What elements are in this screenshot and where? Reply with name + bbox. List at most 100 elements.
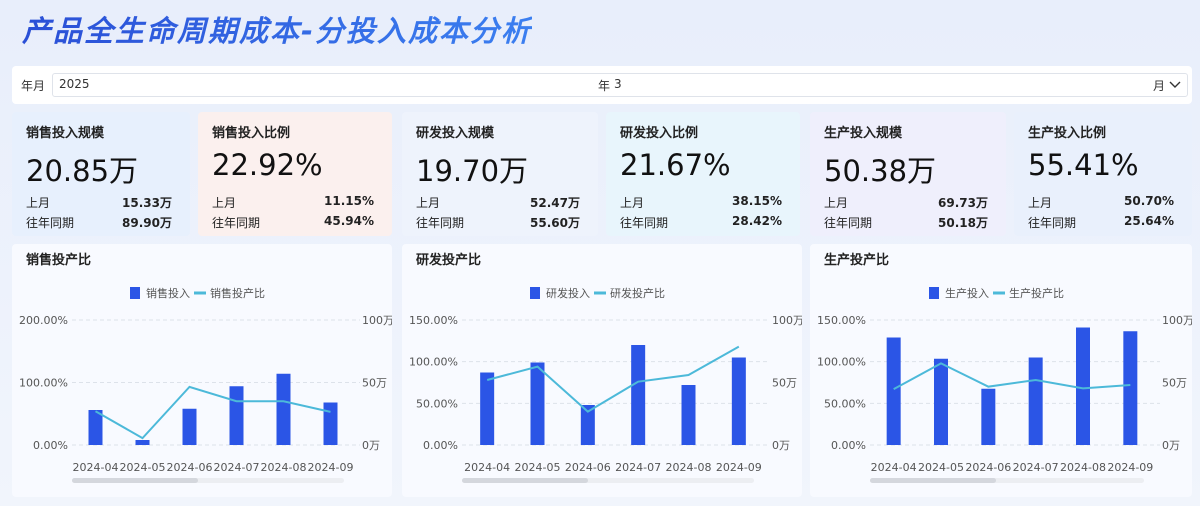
x-tick-label: 2024-04	[73, 461, 119, 474]
kpi-row: 上月 69.73万	[824, 194, 988, 211]
date-picker[interactable]: 2025 年 3 月	[52, 73, 1188, 97]
y-tick-label: 0.00%	[831, 439, 866, 452]
kpi-row-value: 28.42%	[732, 214, 782, 228]
kpi-row-label: 往年同期	[416, 216, 465, 230]
x-tick-label: 2024-05	[120, 461, 166, 474]
y-tick-label: 50.00%	[824, 397, 866, 410]
kpi-row-value: 15.33万	[122, 196, 172, 210]
y-tick-label: 100.00%	[19, 377, 68, 390]
x-tick-label: 2024-09	[1107, 461, 1153, 474]
bar	[1028, 357, 1043, 445]
line	[893, 362, 1131, 391]
y2-tick-label: 0万	[1162, 439, 1180, 452]
x-tick-label: 2024-09	[716, 461, 762, 474]
y-tick-label: 100.00%	[409, 356, 458, 369]
x-tick-label: 2024-08	[1060, 461, 1106, 474]
kpi-value: 19.70万	[416, 154, 529, 188]
y2-tick-label: 0万	[362, 439, 380, 452]
scrollbar-thumb	[72, 478, 198, 483]
kpi-row-value: 50.70%	[1124, 194, 1174, 208]
kpi-value: 22.92%	[212, 148, 323, 182]
legend-label: 生产投产比	[1009, 286, 1064, 300]
legend-label: 研发投产比	[610, 286, 665, 300]
y-tick-label: 50.00%	[416, 397, 458, 410]
kpi-row-label: 往年同期	[1028, 216, 1077, 230]
kpi-row-label: 上月	[212, 196, 237, 210]
kpi-row-label: 往年同期	[824, 216, 873, 230]
bar	[1076, 327, 1090, 445]
x-tick-label: 2024-07	[214, 461, 260, 474]
legend-swatch	[130, 287, 140, 299]
dropdown-chevron	[1169, 81, 1181, 88]
page-title: 产品全生命周期成本-分投入成本分析	[22, 8, 532, 50]
y2-tick-label: 100万	[1162, 314, 1192, 327]
bar	[182, 408, 197, 445]
legend-label: 销售投入	[146, 286, 190, 300]
kpi-row-value: 11.15%	[324, 194, 374, 208]
y-tick-label: 200.00%	[19, 314, 68, 327]
scrollbar-thumb	[870, 478, 996, 483]
bar	[530, 362, 545, 445]
bar	[631, 345, 646, 445]
x-tick-label: 2024-06	[167, 461, 213, 474]
legend-swatch	[530, 287, 540, 299]
kpi-row: 往年同期 50.18万	[824, 214, 988, 231]
kpi-row-value: 55.60万	[530, 216, 580, 230]
kpi-row: 上月 52.47万	[416, 194, 580, 211]
legend-label: 生产投入	[945, 286, 989, 300]
bar	[480, 372, 495, 445]
kpi-value: 55.41%	[1028, 148, 1139, 182]
chart-panel: 生产投产比 0.00% 50.00% 100.00% 150.00% 0万 50万 100万 2…	[810, 244, 1192, 497]
legend-label: 销售投产比	[210, 286, 265, 300]
kpi-title: 研发投入规模	[416, 126, 495, 141]
kpi-row-value: 89.90万	[122, 216, 172, 230]
kpi-card: 销售投入比例 22.92% 上月 11.15% 往年同期 45.94%	[198, 112, 392, 236]
legend-label: 研发投入	[546, 286, 590, 300]
kpi-title: 生产投入规模	[824, 126, 903, 141]
chart: 研发投产比 0.00% 50.00% 100.00% 150.00% 0万 50万 100万 2…	[409, 252, 802, 483]
line	[486, 345, 740, 413]
kpi-row: 上月 15.33万	[26, 194, 172, 211]
scrollbar-thumb	[462, 478, 588, 483]
y2-tick-label: 100万	[772, 314, 802, 327]
y-tick-label: 150.00%	[817, 314, 866, 327]
bar	[229, 386, 244, 445]
kpi-title: 销售投入比例	[212, 126, 291, 141]
year-unit: 年	[598, 79, 611, 93]
bar	[276, 373, 291, 445]
y2-tick-label: 50万	[362, 377, 387, 390]
kpi-card: 生产投入规模 50.38万 上月 69.73万 往年同期 50.18万	[810, 112, 1006, 236]
kpi-row: 往年同期 45.94%	[212, 214, 374, 231]
kpi-card: 研发投入规模 19.70万上月 52.47万往年同期 55.60万	[402, 112, 598, 236]
kpi-value: 21.67%	[620, 148, 731, 182]
x-tick-label: 2024-08	[666, 461, 712, 474]
x-tick-label: 2024-07	[615, 461, 661, 474]
x-tick-label: 2024-05	[515, 461, 561, 474]
kpi-row-value: 25.64%	[1124, 214, 1174, 228]
y-tick-label: 100.00%	[817, 356, 866, 369]
bar	[681, 385, 696, 445]
y-tick-label: 0.00%	[423, 439, 458, 452]
y2-tick-label: 50万	[772, 377, 797, 390]
y2-tick-label: 0万	[772, 439, 790, 452]
bar	[135, 440, 150, 445]
kpi-card: 研发投入比例 21.67% 上月 38.15% 往年同期 28.42%	[606, 112, 800, 236]
kpi-row-value: 50.18万	[938, 216, 988, 230]
x-tick-label: 2024-08	[261, 461, 307, 474]
x-tick-label: 2024-06	[965, 461, 1011, 474]
kpi-row-value: 45.94%	[324, 214, 374, 228]
kpi-card: 生产投入比例 55.41% 上月 50.70% 往年同期 25.64%	[1014, 112, 1192, 236]
kpi-row: 上月 11.15%	[212, 194, 374, 211]
kpi-row-value: 52.47万	[530, 196, 580, 210]
kpi-row: 往年同期 55.60万	[416, 214, 580, 231]
legend-swatch	[929, 287, 939, 299]
kpi-row-value: 38.15%	[732, 194, 782, 208]
kpi-row-label: 上月	[416, 196, 441, 210]
kpi-row-label: 上月	[620, 196, 645, 210]
chart-title: 研发投产比	[416, 252, 481, 268]
kpi-card: 销售投入规模 20.85万 上月 15.33万 往年同期 89.90万	[12, 112, 190, 236]
x-tick-label: 2024-04	[464, 461, 510, 474]
chart: 生产投产比 0.00% 50.00% 100.00% 150.00% 0万 50万 100万 2…	[817, 252, 1192, 483]
bar	[1123, 331, 1138, 445]
